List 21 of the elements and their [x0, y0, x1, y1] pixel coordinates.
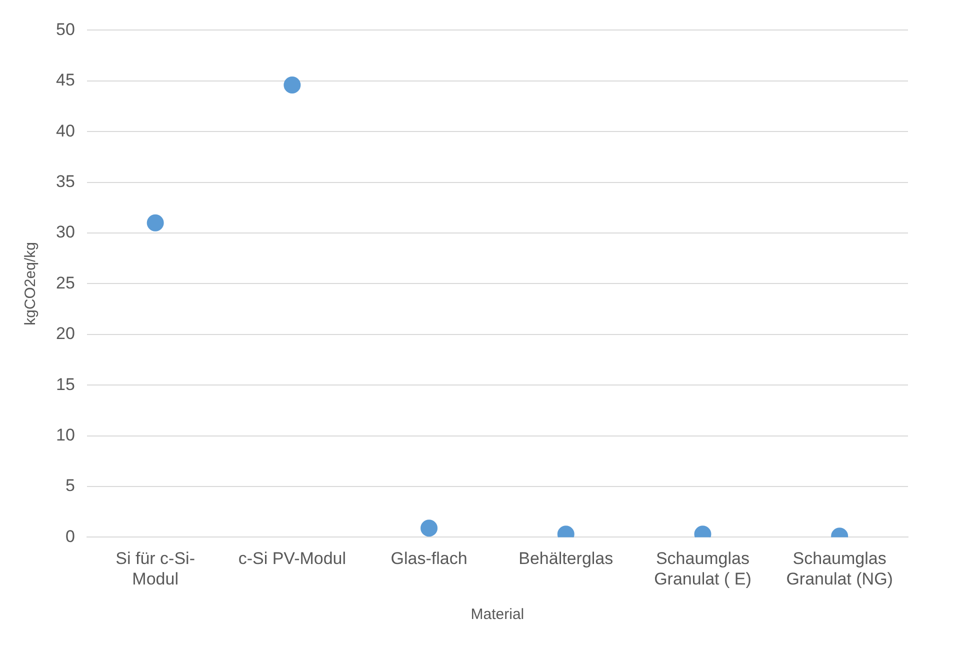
x-tick-label: Glas-flach — [390, 549, 468, 568]
y-tick-label: 35 — [56, 172, 75, 191]
y-tick-label: 10 — [56, 425, 75, 444]
y-tick-label: 15 — [56, 374, 75, 394]
y-tick-label: 20 — [56, 324, 75, 344]
x-tick-label: Behälterglas — [518, 549, 614, 568]
point — [284, 76, 301, 94]
y-tick-label: 25 — [56, 273, 75, 292]
y-tick-label: 5 — [65, 476, 75, 496]
y-tick-label: 30 — [56, 222, 75, 242]
y-tick-label: 45 — [56, 70, 75, 90]
x-tick-label: Si für c-Si-Modul — [116, 549, 196, 588]
y-tick-label: 50 — [56, 20, 75, 39]
x-tick-label: Schaumglas Granulat ( E) — [654, 549, 752, 588]
x-tick-label: Schaumglas Granulat (NG) — [786, 549, 893, 588]
y-axis-title: kgCO2eq/kg — [22, 242, 40, 326]
x-axis-title: Material — [470, 606, 524, 624]
y-tick-label: 0 — [65, 526, 75, 546]
y-tick-label: 40 — [56, 121, 75, 140]
point — [146, 214, 164, 232]
x-tick-label: c-Si PV-Modul — [238, 549, 346, 568]
